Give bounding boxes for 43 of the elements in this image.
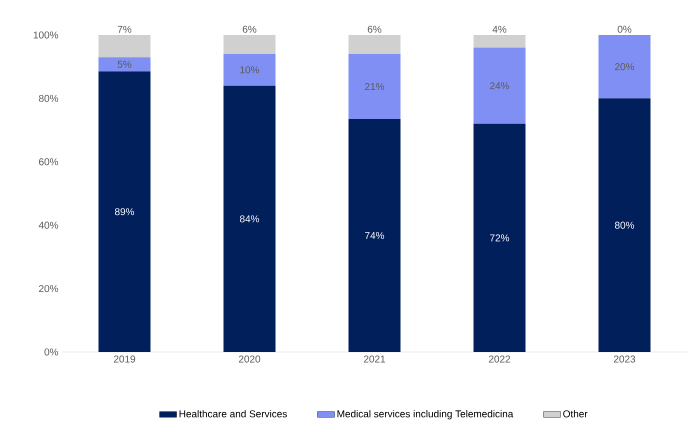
bar (348, 34, 401, 54)
y-tick-label: 40% (38, 222, 58, 229)
data-label: 6% (368, 26, 382, 33)
data-label: 5% (118, 60, 132, 68)
bar (598, 98, 651, 352)
bar (474, 124, 526, 352)
y-tick-label: 80% (38, 94, 58, 102)
bar (224, 86, 276, 352)
y-tick-label: 0% (44, 348, 58, 356)
bar (98, 34, 150, 58)
y-tick-label: 20% (39, 285, 58, 292)
bar (348, 119, 401, 352)
data-label: 74% (365, 232, 384, 239)
data-label: 4% (492, 26, 506, 33)
data-label: 84% (240, 215, 260, 222)
bar (474, 48, 526, 124)
data-label: 80% (614, 222, 634, 229)
data-label: 24% (490, 82, 510, 90)
data-label: 21% (365, 83, 384, 90)
data-label: 10% (240, 66, 260, 74)
x-tick-label: 2022 (488, 356, 510, 363)
legend-label: Medical services including Telemedicina (338, 410, 514, 420)
data-label: 20% (615, 63, 634, 70)
legend-label: Other (563, 410, 588, 418)
bar (348, 54, 401, 120)
bar (474, 34, 526, 48)
bar (98, 57, 150, 72)
x-tick-label: 2020 (238, 356, 260, 363)
y-tick-label: 100% (34, 31, 58, 39)
x-tick-label: 2019 (114, 356, 136, 363)
data-label: 89% (114, 208, 134, 216)
bar (224, 34, 276, 54)
legend-label: Healthcare and Services (180, 410, 287, 418)
data-label: 0% (618, 26, 632, 33)
bar (598, 34, 651, 98)
data-label: 7% (118, 26, 132, 33)
data-label: 72% (490, 234, 510, 242)
bar (224, 54, 276, 86)
bar (98, 71, 150, 352)
y-tick-label: 60% (39, 158, 58, 166)
x-tick-label: 2023 (614, 356, 636, 363)
x-tick-label: 2021 (364, 356, 386, 363)
data-label: 6% (242, 26, 256, 33)
